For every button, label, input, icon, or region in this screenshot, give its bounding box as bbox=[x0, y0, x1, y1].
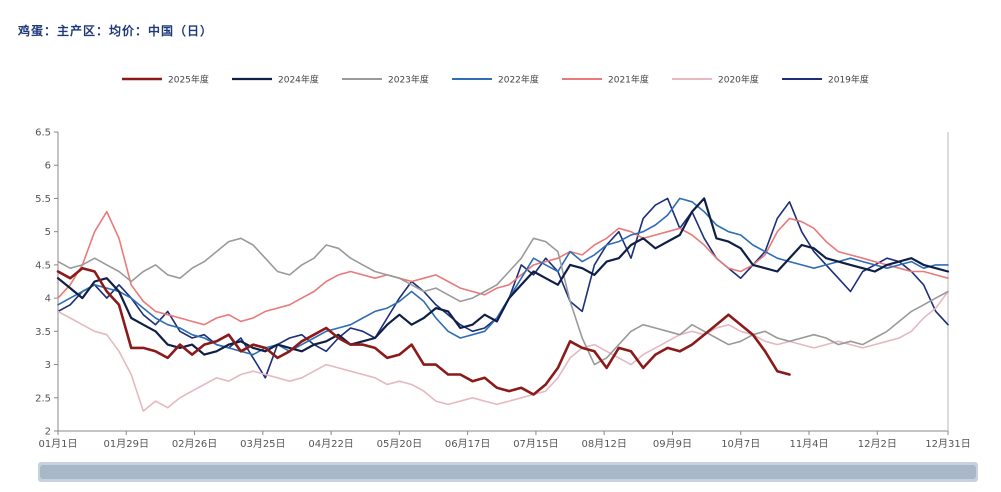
x-tick-label: 01月29日 bbox=[104, 438, 149, 450]
x-tick-label: 06月17日 bbox=[445, 438, 490, 450]
series-line bbox=[56, 197, 950, 356]
x-tick-label: 12月31日 bbox=[925, 438, 970, 450]
chart-legend: 2025年度 2024年度 2023年度 2022年度 2021年度 2020年度 2019… bbox=[122, 74, 869, 86]
y-tick-label: 5 bbox=[45, 227, 51, 238]
legend-label: 2023年度 bbox=[388, 74, 429, 86]
legend-label: 2025年度 bbox=[168, 74, 209, 86]
y-tick-label: 2 bbox=[45, 427, 51, 438]
x-tick-label: 08月12日 bbox=[581, 438, 626, 450]
y-tick-label: 2.5 bbox=[35, 393, 51, 404]
chart-scrollbar[interactable] bbox=[38, 462, 978, 482]
y-tick-label: 6 bbox=[45, 161, 51, 172]
x-tick-label: 01月1日 bbox=[38, 438, 77, 450]
scrollbar-thumb[interactable] bbox=[40, 465, 976, 479]
y-tick-label: 6.5 bbox=[35, 128, 51, 139]
y-tick-label: 4.5 bbox=[35, 260, 51, 271]
x-tick-label: 11月4日 bbox=[789, 438, 828, 450]
x-tick-label: 05月20日 bbox=[377, 438, 422, 450]
series-line bbox=[57, 197, 949, 356]
legend-label: 2020年度 bbox=[718, 74, 759, 86]
series-line bbox=[57, 197, 949, 379]
y-tick-label: 5.5 bbox=[35, 194, 51, 205]
chart-title: 鸡蛋：主产区：均价：中国（日） bbox=[18, 24, 214, 38]
legend-label: 2022年度 bbox=[498, 74, 539, 86]
series-line bbox=[57, 237, 949, 366]
series-line bbox=[57, 290, 949, 412]
series-lines bbox=[56, 197, 950, 412]
x-tick-label: 09月9日 bbox=[653, 438, 692, 450]
x-tick-label: 04月22日 bbox=[308, 438, 353, 450]
x-tick-label: 03月25日 bbox=[240, 438, 285, 450]
y-tick-label: 3.5 bbox=[35, 327, 51, 338]
x-tick-label: 02月26日 bbox=[172, 438, 217, 450]
x-tick-label: 10月7日 bbox=[721, 438, 760, 450]
legend-label: 2024年度 bbox=[278, 74, 319, 86]
series-line bbox=[57, 210, 949, 326]
y-tick-label: 3 bbox=[45, 360, 51, 371]
x-tick-label: 12月2日 bbox=[858, 438, 897, 450]
chart-axes bbox=[57, 132, 949, 432]
x-tick-label: 07月15日 bbox=[513, 438, 558, 450]
x-ticks: 01月1日 01月29日 02月26日 03月25日 04月22日 05月20日 06月17… bbox=[38, 431, 971, 450]
y-ticks: 2 2.5 3 3.5 4 4.5 5 5.5 6 6.5 bbox=[35, 128, 58, 438]
y-tick-label: 4 bbox=[45, 294, 51, 305]
series-line bbox=[56, 266, 791, 396]
line-chart: 2025年度 2024年度 2023年度 2022年度 2021年度 2020年度 2019… bbox=[35, 74, 971, 451]
legend-label: 2019年度 bbox=[828, 74, 869, 86]
legend-label: 2021年度 bbox=[608, 74, 649, 86]
